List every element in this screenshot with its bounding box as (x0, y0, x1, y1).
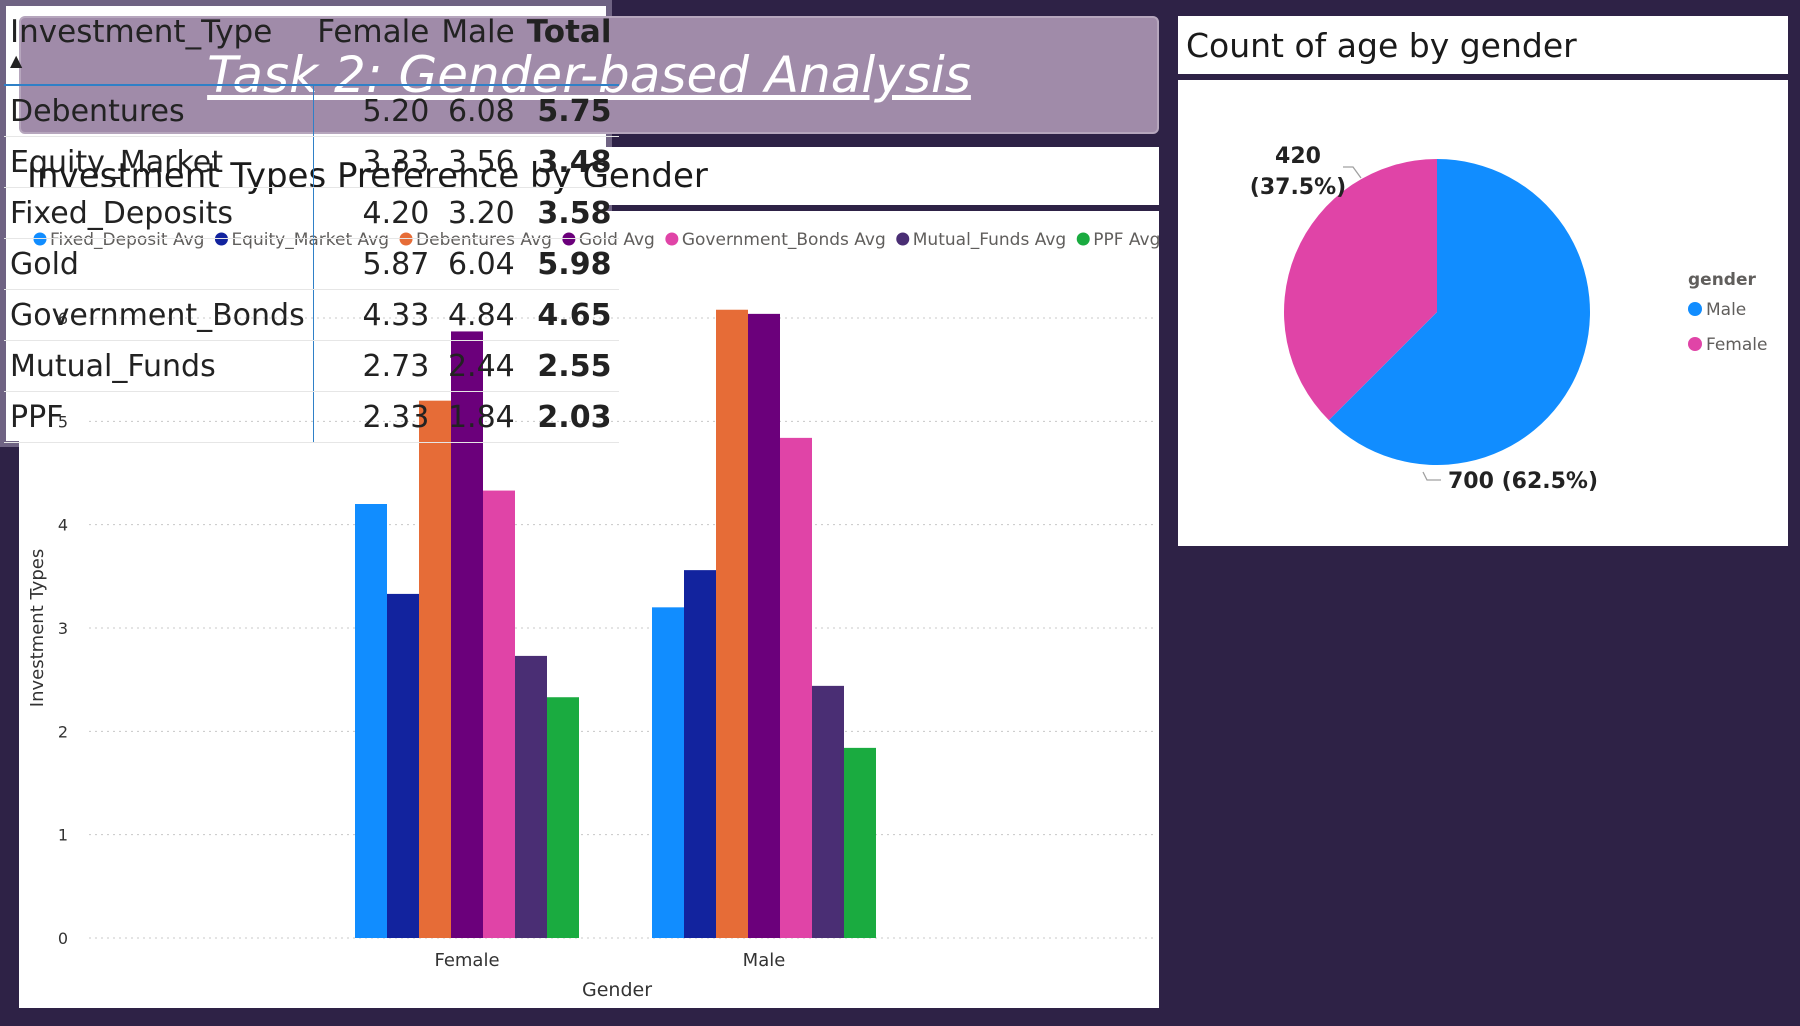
table-cell-female: 3.33 (313, 136, 438, 188)
table-row: Fixed_Deposits 4.20 3.20 3.58 (4, 187, 620, 239)
table-cell-investment-type: Fixed_Deposits (4, 187, 314, 239)
y-tick-label: 1 (58, 826, 68, 845)
column-header-female[interactable]: Female (313, 6, 438, 86)
table-row: Government_Bonds 4.33 4.84 4.65 (4, 289, 620, 341)
table-cell-female: 5.20 (313, 85, 438, 137)
table-cell-female: 2.73 (313, 340, 438, 392)
legend-marker (1688, 302, 1702, 316)
column-header-investment-type[interactable]: Investment_Type ▲ (4, 6, 314, 86)
table-cell-total: 2.03 (522, 391, 620, 443)
sort-ascending-icon[interactable]: ▲ (10, 51, 23, 70)
bar[interactable] (652, 607, 684, 938)
table-cell-total: 2.55 (522, 340, 620, 392)
y-tick-label: 4 (58, 516, 68, 535)
bar[interactable] (748, 313, 780, 938)
pie-chart-panel: 700 (62.5%) 420 (37.5%) gender Male Female (1178, 80, 1788, 546)
table-cell-male: 6.04 (437, 238, 523, 290)
table-header-row: Investment_Type ▲ Female Male Total (4, 6, 620, 86)
y-tick-label: 2 (58, 722, 68, 741)
legend-item[interactable]: PPF Avg (1076, 230, 1160, 250)
table-cell-male: 3.20 (437, 187, 523, 239)
pie-data-label: (37.5%) (1250, 175, 1346, 200)
legend-marker (665, 232, 679, 246)
bar[interactable] (812, 685, 844, 938)
x-tick-label: Male (743, 950, 786, 971)
table-row: Mutual_Funds 2.73 2.44 2.55 (4, 340, 620, 392)
bar[interactable] (844, 747, 876, 938)
x-tick-label: Female (434, 950, 499, 971)
y-axis-label: Investment Types (27, 549, 48, 707)
table-cell-investment-type: Mutual_Funds (4, 340, 314, 392)
pie-chart: 700 (62.5%) 420 (37.5%) gender Male Female (1250, 144, 1768, 494)
table-cell-total: 3.58 (522, 187, 620, 239)
bar[interactable] (419, 400, 451, 938)
table-cell-total: 4.65 (522, 289, 620, 341)
label-leader-line (1343, 166, 1362, 179)
x-axis-label: Gender (582, 979, 652, 1001)
legend-marker (1076, 232, 1090, 246)
pie-data-label: 700 (62.5%) (1448, 469, 1598, 494)
pie-slice[interactable] (1284, 159, 1437, 421)
legend-marker (1688, 337, 1702, 351)
legend-item[interactable]: Female (1688, 335, 1767, 355)
table-cell-total: 5.98 (522, 238, 620, 290)
table-cell-female: 4.33 (313, 289, 438, 341)
table-row: Equity_Market 3.33 3.56 3.48 (4, 136, 620, 188)
table-cell-female: 4.20 (313, 187, 438, 239)
legend-marker (896, 232, 910, 246)
pie-slice[interactable] (1328, 159, 1590, 465)
legend-label: Female (1706, 335, 1767, 355)
bar[interactable] (355, 504, 387, 938)
table-cell-male: 6.08 (437, 85, 523, 137)
investment-table: Investment_Type ▲ Female Male Total Debe… (4, 6, 620, 443)
table-cell-male: 2.44 (437, 340, 523, 392)
table-cell-investment-type: PPF (4, 391, 314, 443)
column-header-male[interactable]: Male (437, 6, 523, 86)
column-header-total[interactable]: Total (522, 6, 620, 86)
bar[interactable] (684, 570, 716, 938)
bar[interactable] (547, 697, 579, 938)
table-cell-female: 5.87 (313, 238, 438, 290)
table-cell-investment-type: Debentures (4, 85, 314, 137)
legend-title: gender (1688, 270, 1757, 290)
table-cell-investment-type: Gold (4, 238, 314, 290)
table-cell-total: 3.48 (522, 136, 620, 188)
pie-chart-title: Count of age by gender (1178, 16, 1788, 74)
bar[interactable] (483, 490, 515, 938)
legend-item[interactable]: Government_Bonds Avg (665, 230, 886, 250)
table-cell-investment-type: Equity_Market (4, 136, 314, 188)
column-header-label: Investment_Type (10, 14, 273, 50)
pie-data-label: 420 (1275, 144, 1321, 169)
legend-label: Male (1706, 300, 1746, 320)
bar[interactable] (387, 593, 419, 938)
legend-item[interactable]: Mutual_Funds Avg (896, 230, 1066, 250)
table-cell-male: 1.84 (437, 391, 523, 443)
table-cell-total: 5.75 (522, 85, 620, 137)
table-cell-female: 2.33 (313, 391, 438, 443)
table-row: PPF 2.33 1.84 2.03 (4, 391, 620, 443)
legend-label: PPF Avg (1093, 230, 1159, 250)
table-body: Debentures 5.20 6.08 5.75 Equity_Market … (4, 85, 620, 443)
y-tick-label: 0 (58, 929, 68, 948)
pie-chart-legend: gender Male Female (1688, 270, 1767, 355)
label-leader-line (1422, 471, 1441, 481)
legend-label: Government_Bonds Avg (682, 230, 886, 250)
bar[interactable] (780, 437, 812, 938)
bar[interactable] (716, 309, 748, 938)
investment-table-panel: Investment_Type ▲ Female Male Total Debe… (0, 0, 620, 447)
table-cell-male: 4.84 (437, 289, 523, 341)
table-cell-investment-type: Government_Bonds (4, 289, 314, 341)
y-tick-label: 3 (58, 619, 68, 638)
table-cell-male: 3.56 (437, 136, 523, 188)
table-row: Debentures 5.20 6.08 5.75 (4, 85, 620, 137)
table-row: Gold 5.87 6.04 5.98 (4, 238, 620, 290)
legend-label: Mutual_Funds Avg (913, 230, 1066, 250)
legend-item[interactable]: Male (1688, 300, 1746, 320)
bar[interactable] (515, 655, 547, 938)
